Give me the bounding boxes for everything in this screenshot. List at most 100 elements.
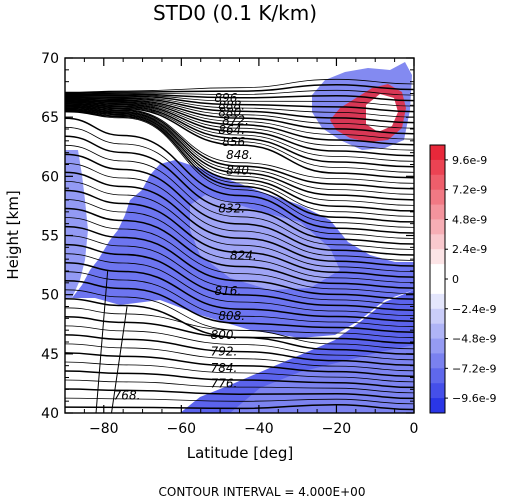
x-tick-label: −20 — [322, 421, 352, 437]
contour-line — [65, 105, 414, 184]
colorbar-swatch — [430, 234, 445, 250]
contour-line — [111, 306, 128, 413]
contour-line — [65, 107, 414, 201]
colorbar-swatch — [430, 249, 445, 265]
contour-line — [65, 93, 414, 102]
colorbar-label: 9.6e-9 — [452, 154, 487, 167]
contour-label: 824. — [230, 249, 257, 263]
contour-label: 856. — [222, 135, 249, 149]
contour-line — [65, 370, 414, 389]
y-axis-title: Height [km] — [4, 190, 22, 279]
colorbar-label: −4.8e-9 — [452, 333, 496, 346]
y-tick-label: 55 — [41, 229, 59, 245]
y-tick-label: 70 — [41, 51, 59, 67]
contour-line — [65, 110, 414, 223]
contour-line — [65, 253, 414, 317]
y-tick-label: 40 — [41, 406, 59, 422]
contour-label: 880. — [218, 105, 245, 119]
contour-line — [65, 108, 414, 206]
negative-anomaly-left — [65, 150, 88, 298]
contour-label: 808. — [218, 309, 245, 323]
contour-label: 848. — [226, 148, 253, 162]
colorbar-swatch — [430, 174, 445, 191]
contour-line — [65, 135, 414, 245]
contour-line — [65, 101, 414, 157]
contour-line — [65, 99, 414, 146]
contour-line — [65, 126, 414, 239]
contour-label: 896. — [215, 91, 242, 105]
colorbar-swatch — [430, 264, 445, 280]
y-tick-label: 45 — [41, 347, 59, 363]
colorbar-label: −9.6e-9 — [452, 392, 496, 405]
contour-line — [65, 100, 414, 151]
contour-line — [65, 261, 414, 322]
contour-line — [65, 97, 414, 129]
contour-line — [65, 105, 414, 190]
contour-line — [65, 94, 414, 107]
contour-line — [65, 225, 414, 300]
contour-line — [65, 289, 414, 339]
colorbar-swatch — [430, 279, 445, 295]
contour-line — [65, 171, 414, 267]
x-tick-label: −80 — [89, 421, 119, 437]
colorbar: 9.6e-9 7.2e-9 4.8e-9 2.4e-9 0 −2.4e-9 −4.8e-9 −… — [429, 144, 496, 414]
colorbar-label: −7.2e-9 — [452, 362, 496, 375]
contour-line — [65, 96, 414, 124]
contour-line — [65, 199, 414, 283]
contour-lines — [65, 78, 414, 413]
contour-label: 800. — [211, 328, 238, 342]
colorbar-swatch — [430, 204, 445, 220]
colorbar-label: 2.4e-9 — [452, 243, 487, 256]
y-tick-label: 65 — [41, 110, 59, 126]
contour-line — [65, 108, 414, 212]
x-axis-title: Latitude [deg] — [187, 444, 293, 462]
contour-line — [65, 388, 414, 400]
x-tick-label: −40 — [244, 421, 274, 437]
contour-line — [65, 111, 414, 228]
contour-line — [65, 107, 414, 195]
contour-label: 784. — [211, 361, 238, 375]
contour-line — [65, 271, 414, 328]
contour-label: 888. — [218, 98, 245, 112]
contour-line — [65, 279, 414, 333]
colorbar-swatch — [430, 308, 445, 325]
contour-line — [65, 189, 414, 278]
contour-label: 832. — [218, 201, 245, 215]
contour-line — [65, 403, 414, 411]
contour-line — [65, 104, 414, 173]
y-axis: 40 45 50 55 60 65 70 — [41, 51, 414, 422]
contour-line — [65, 352, 414, 378]
contour-line — [65, 153, 414, 256]
contour-line — [65, 163, 414, 261]
colorbar-swatch — [430, 338, 445, 354]
contour-line — [65, 96, 414, 118]
x-axis: −80 −60 −40 −20 0 — [64, 58, 418, 437]
contour-label: 872. — [222, 114, 249, 128]
colorbar-swatch — [430, 189, 445, 206]
contour-line — [65, 181, 414, 272]
colorbar-swatch — [430, 219, 445, 235]
contour-label: 776. — [211, 376, 238, 390]
contour-label: 840. — [226, 163, 253, 177]
contour-label: 816. — [215, 284, 242, 298]
contour-line — [65, 343, 414, 372]
contour-line — [65, 397, 414, 405]
colorbar-swatch — [430, 383, 445, 399]
contour-line — [65, 95, 414, 113]
chart-title: STD0 (0.1 K/km) — [153, 1, 317, 25]
contour-line — [65, 98, 414, 135]
contour-label: 768. — [114, 388, 141, 402]
colorbar-label: 4.8e-9 — [452, 213, 487, 226]
colorbar-label: 0 — [452, 273, 459, 286]
contour-line — [65, 78, 414, 93]
contour-line — [65, 117, 414, 234]
contour-line — [65, 207, 414, 289]
contour-line — [65, 104, 414, 179]
contour-labels: 768. 776.784. 792. 800. 808. 816. 824. 832. 840.… — [114, 91, 257, 402]
colorbar-swatch — [430, 398, 445, 414]
contour-label: 792. — [211, 344, 238, 358]
colorbar-swatch — [430, 368, 445, 384]
y-tick-label: 50 — [41, 288, 59, 304]
contour-line — [65, 84, 414, 94]
